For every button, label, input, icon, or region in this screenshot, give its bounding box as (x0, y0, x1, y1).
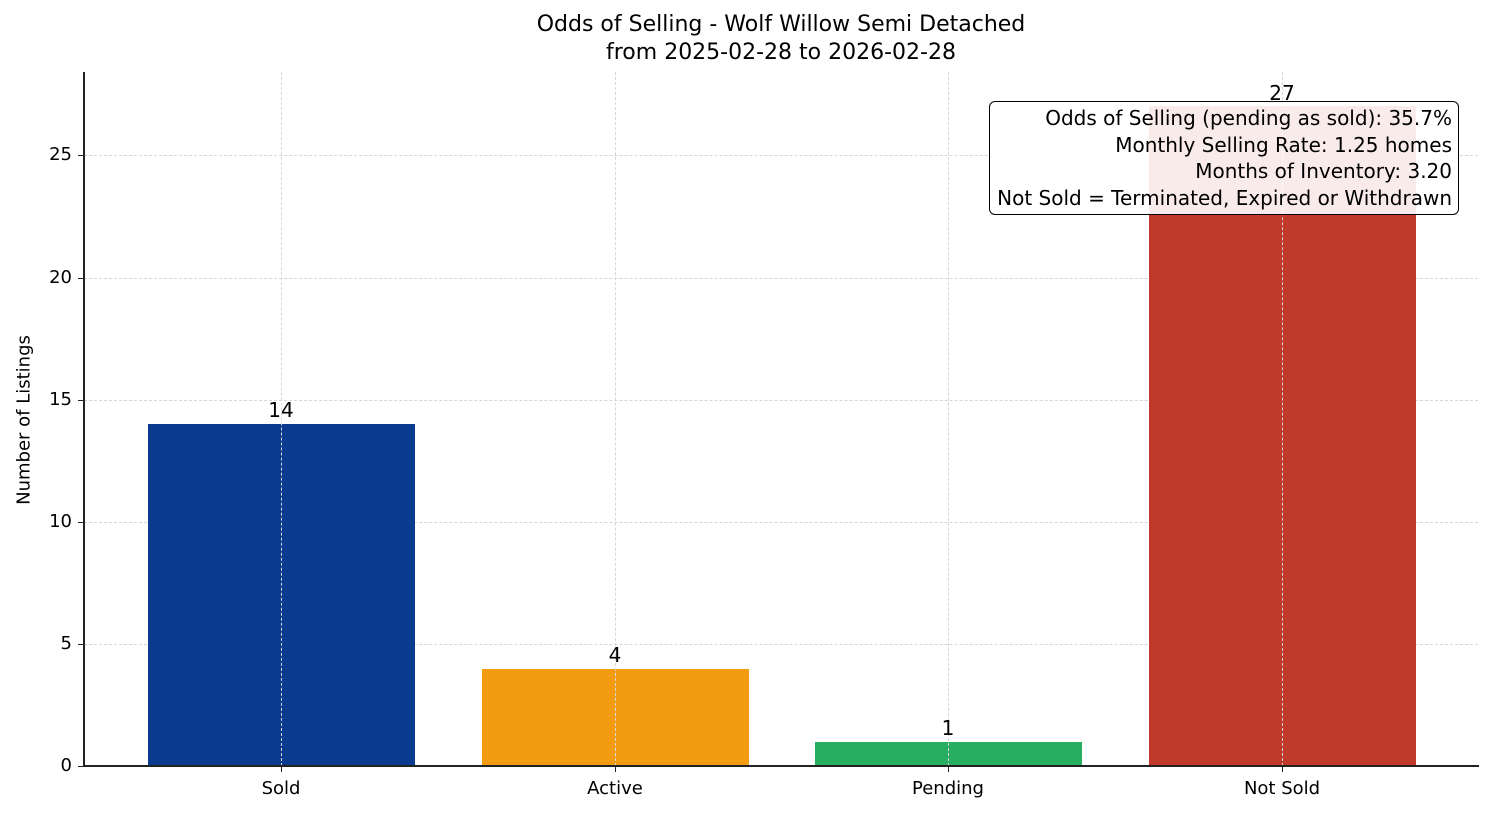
months-of-inventory-text: Months of Inventory: 3.20 (1195, 159, 1452, 183)
bar-value-label: 1 (941, 716, 955, 740)
gridline-x-active (615, 72, 616, 766)
monthly-selling-rate-text: Monthly Selling Rate: 1.25 homes (1115, 132, 1452, 157)
gridline-y-20 (84, 278, 1478, 279)
y-tick-label: 25 (49, 144, 72, 165)
x-tick-label-not-sold: Not Sold (1243, 778, 1321, 799)
y-axis-label: Number of Listings (13, 335, 35, 505)
x-tick-mark (948, 767, 949, 772)
y-tick-label: 15 (49, 389, 72, 410)
y-tick-mark (78, 155, 83, 156)
x-tick-mark (281, 767, 282, 772)
x-axis-line (83, 765, 1479, 767)
bar-value-label: 4 (608, 643, 622, 667)
y-tick-mark (78, 400, 83, 401)
bar-value-label: 14 (268, 398, 294, 422)
y-axis-line (83, 72, 85, 767)
not-sold-definition-text: Not Sold = Terminated, Expired or Withdr… (997, 185, 1452, 210)
y-tick-label: 20 (49, 267, 72, 288)
gridline-y-15 (84, 400, 1478, 401)
gridline-x-pending (948, 72, 949, 766)
y-tick-label: 10 (49, 511, 72, 532)
x-tick-label-pending: Pending (912, 778, 984, 799)
gridline-y-10 (84, 522, 1478, 523)
chart-title-line-2: from 2025-02-28 to 2026-02-28 (606, 40, 956, 65)
y-tick-mark (78, 522, 83, 523)
y-tick-label: 0 (60, 755, 72, 776)
y-tick-label: 5 (60, 633, 72, 654)
gridline-y-5 (84, 644, 1478, 645)
bar-value-label: 27 (1269, 81, 1295, 105)
stats-annotation-box: Odds of Selling (pending as sold): 35.7%… (989, 101, 1459, 215)
x-tick-label-sold: Sold (261, 778, 301, 799)
odds-of-selling-text: Odds of Selling (pending as sold): 35.7% (1045, 106, 1452, 130)
gridline-y-25 (84, 155, 1478, 156)
y-tick-mark (78, 766, 83, 767)
gridline-x-not-sold (1282, 72, 1283, 766)
y-tick-mark (78, 278, 83, 279)
gridline-x-sold (281, 72, 282, 766)
x-tick-mark (615, 767, 616, 772)
x-tick-mark (1282, 767, 1283, 772)
x-tick-label-active: Active (587, 778, 643, 799)
chart-title-line-1: Odds of Selling - Wolf Willow Semi Detac… (536, 12, 1026, 37)
y-tick-mark (78, 644, 83, 645)
